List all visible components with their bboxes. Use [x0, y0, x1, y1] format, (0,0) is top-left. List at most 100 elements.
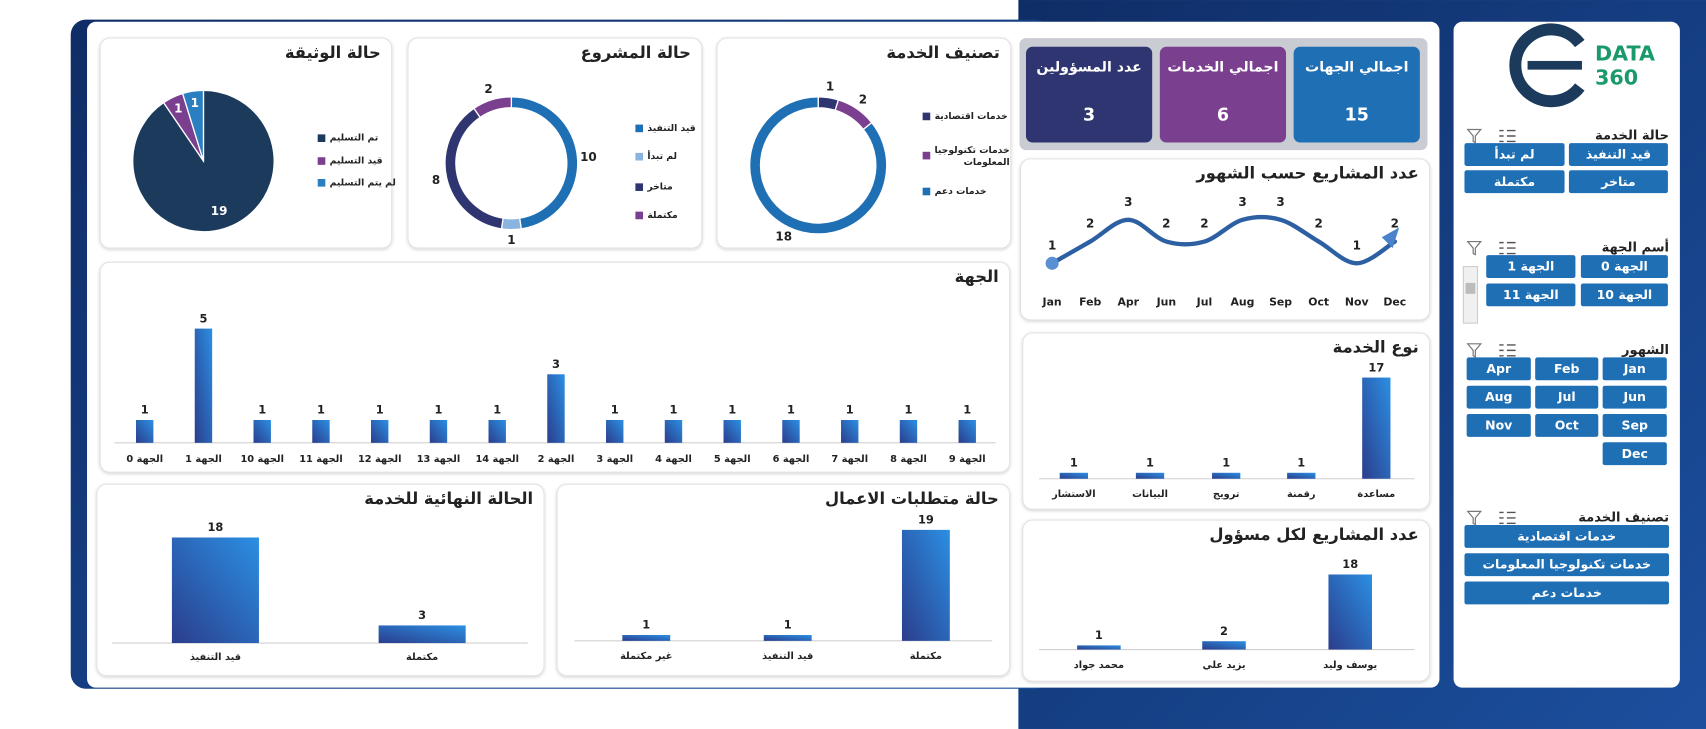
legend-swatch	[922, 112, 931, 121]
x-tick-label: البيانات	[1132, 489, 1168, 500]
slicer-button[interactable]	[1602, 357, 1667, 381]
data-label: 1	[784, 618, 792, 632]
data-label: 3	[1276, 195, 1284, 209]
data-label: 1	[317, 403, 325, 417]
slicer-item[interactable]: Jul	[1557, 389, 1576, 404]
slicer-item[interactable]: الجهة 10	[1597, 287, 1653, 302]
clear-filter-button[interactable]	[1466, 343, 1483, 358]
slicer-button[interactable]	[1466, 414, 1531, 437]
data-label: 1	[141, 403, 149, 417]
legend-label: قيد التسليم	[330, 156, 383, 167]
chart-panel	[1022, 519, 1431, 682]
slicer-button[interactable]	[1568, 170, 1668, 194]
data-label: 1	[1095, 628, 1103, 642]
slicer-button[interactable]	[1535, 357, 1599, 381]
x-tick-label: Sep	[1269, 295, 1292, 308]
slicer-item[interactable]: Feb	[1554, 361, 1580, 376]
data-label: 1	[1222, 455, 1230, 469]
slicer-button[interactable]	[1464, 143, 1565, 166]
slicer-button[interactable]	[1602, 414, 1667, 437]
logo-text: DATA	[1595, 41, 1655, 65]
slicer-button[interactable]	[1535, 414, 1599, 437]
x-tick-label: يوسف وليد	[1323, 660, 1377, 671]
x-tick-label: الجهة 0	[126, 454, 163, 465]
multi-select-button[interactable]	[1499, 241, 1516, 255]
slicer-item[interactable]: Jun	[1623, 389, 1646, 404]
clear-filter-button[interactable]	[1466, 240, 1483, 256]
slicer-button[interactable]	[1464, 170, 1565, 194]
scrollbar	[1462, 266, 1479, 324]
chart-title: حالة متطلبات الاعمال	[825, 489, 999, 508]
legend-label: تم التسليم	[330, 133, 379, 144]
bar	[763, 635, 812, 641]
bar	[371, 419, 389, 443]
bar	[1287, 472, 1316, 479]
slicer-item[interactable]: الجهة 0	[1601, 259, 1648, 274]
slicer-button[interactable]	[1464, 581, 1670, 605]
slicer-item[interactable]: Jan	[1623, 361, 1646, 376]
slicer-button[interactable]	[1486, 255, 1576, 279]
chart-panel	[1020, 158, 1431, 321]
bar	[1362, 377, 1391, 479]
x-tick-label: الجهة 12	[358, 454, 402, 465]
legend-swatch	[635, 211, 644, 220]
slicer-button[interactable]	[1466, 385, 1531, 409]
slicer-item[interactable]: Aug	[1485, 389, 1513, 404]
slicer-item[interactable]: خدمات دعم	[1532, 585, 1602, 600]
slicer-item[interactable]: Sep	[1622, 417, 1648, 432]
chart-title: حالة المشروع	[581, 43, 691, 63]
slicer-button[interactable]	[1464, 553, 1670, 577]
slicer-item[interactable]: Dec	[1622, 446, 1648, 461]
slicer-button[interactable]	[1535, 385, 1599, 409]
chart-title: عدد المشاريع حسب الشهور	[1195, 164, 1418, 183]
slicer-button[interactable]	[1568, 143, 1668, 166]
slicer-button[interactable]	[1486, 283, 1576, 307]
data-label: 2	[1391, 217, 1399, 231]
x-tick-label: Apr	[1117, 295, 1139, 308]
slicer-item[interactable]: الجهة 11	[1503, 287, 1559, 302]
kpi-value: 6	[1217, 105, 1229, 125]
data-label: 2	[484, 82, 492, 96]
x-tick-label: ترويج	[1213, 489, 1240, 500]
slicer-button[interactable]	[1466, 357, 1531, 381]
x-tick-label: قيد التنفيذ	[762, 651, 813, 662]
slicer-button[interactable]	[1464, 524, 1670, 548]
start-marker	[1045, 256, 1059, 270]
slicer-item[interactable]: الجهة 1	[1507, 259, 1554, 274]
chart-panel	[407, 37, 703, 249]
slicer-button[interactable]	[1580, 283, 1668, 307]
slicer-item[interactable]: خدمات اقتصادية	[1517, 528, 1616, 543]
slicer-item[interactable]: Nov	[1485, 417, 1512, 432]
x-tick-label: الجهة 4	[655, 454, 692, 465]
logo-mark	[1527, 60, 1582, 70]
clear-filter-button[interactable]	[1466, 128, 1483, 144]
multi-select-button[interactable]	[1499, 129, 1516, 143]
bar	[958, 419, 976, 443]
slicer-item[interactable]: Apr	[1486, 361, 1512, 376]
slicer-item[interactable]: Oct	[1555, 417, 1579, 432]
multi-select-button[interactable]	[1499, 344, 1516, 357]
slicer-item[interactable]: متاخر	[1600, 174, 1635, 189]
x-tick-label: Jul	[1196, 295, 1213, 308]
slicer-item[interactable]: لم تبدأ	[1494, 146, 1534, 162]
data-label: 2	[1086, 217, 1094, 231]
data-label: 3	[1124, 195, 1132, 209]
multi-select-button[interactable]	[1499, 511, 1516, 525]
slicer-button[interactable]	[1602, 442, 1667, 466]
kpi-label: اجمالي الخدمات	[1167, 59, 1278, 75]
slicer-item[interactable]: قيد التنفيذ	[1586, 147, 1651, 162]
data-label: 1	[826, 79, 834, 93]
clear-filter-button[interactable]	[1466, 510, 1483, 526]
bar	[1202, 641, 1246, 650]
slicer-item[interactable]: مكتملة	[1494, 174, 1535, 189]
data-label: 1	[1353, 238, 1361, 252]
slicer-button[interactable]	[1580, 255, 1668, 279]
slicer-item[interactable]: خدمات تكنولوجيا المعلومات	[1482, 557, 1651, 572]
scroll-thumb[interactable]	[1465, 282, 1476, 294]
slicer-button[interactable]	[1602, 385, 1667, 409]
data-label: 2	[1200, 217, 1208, 231]
slice	[473, 96, 513, 119]
legend-swatch	[922, 151, 931, 160]
slicer-title: أسم الجهة	[1602, 239, 1669, 256]
